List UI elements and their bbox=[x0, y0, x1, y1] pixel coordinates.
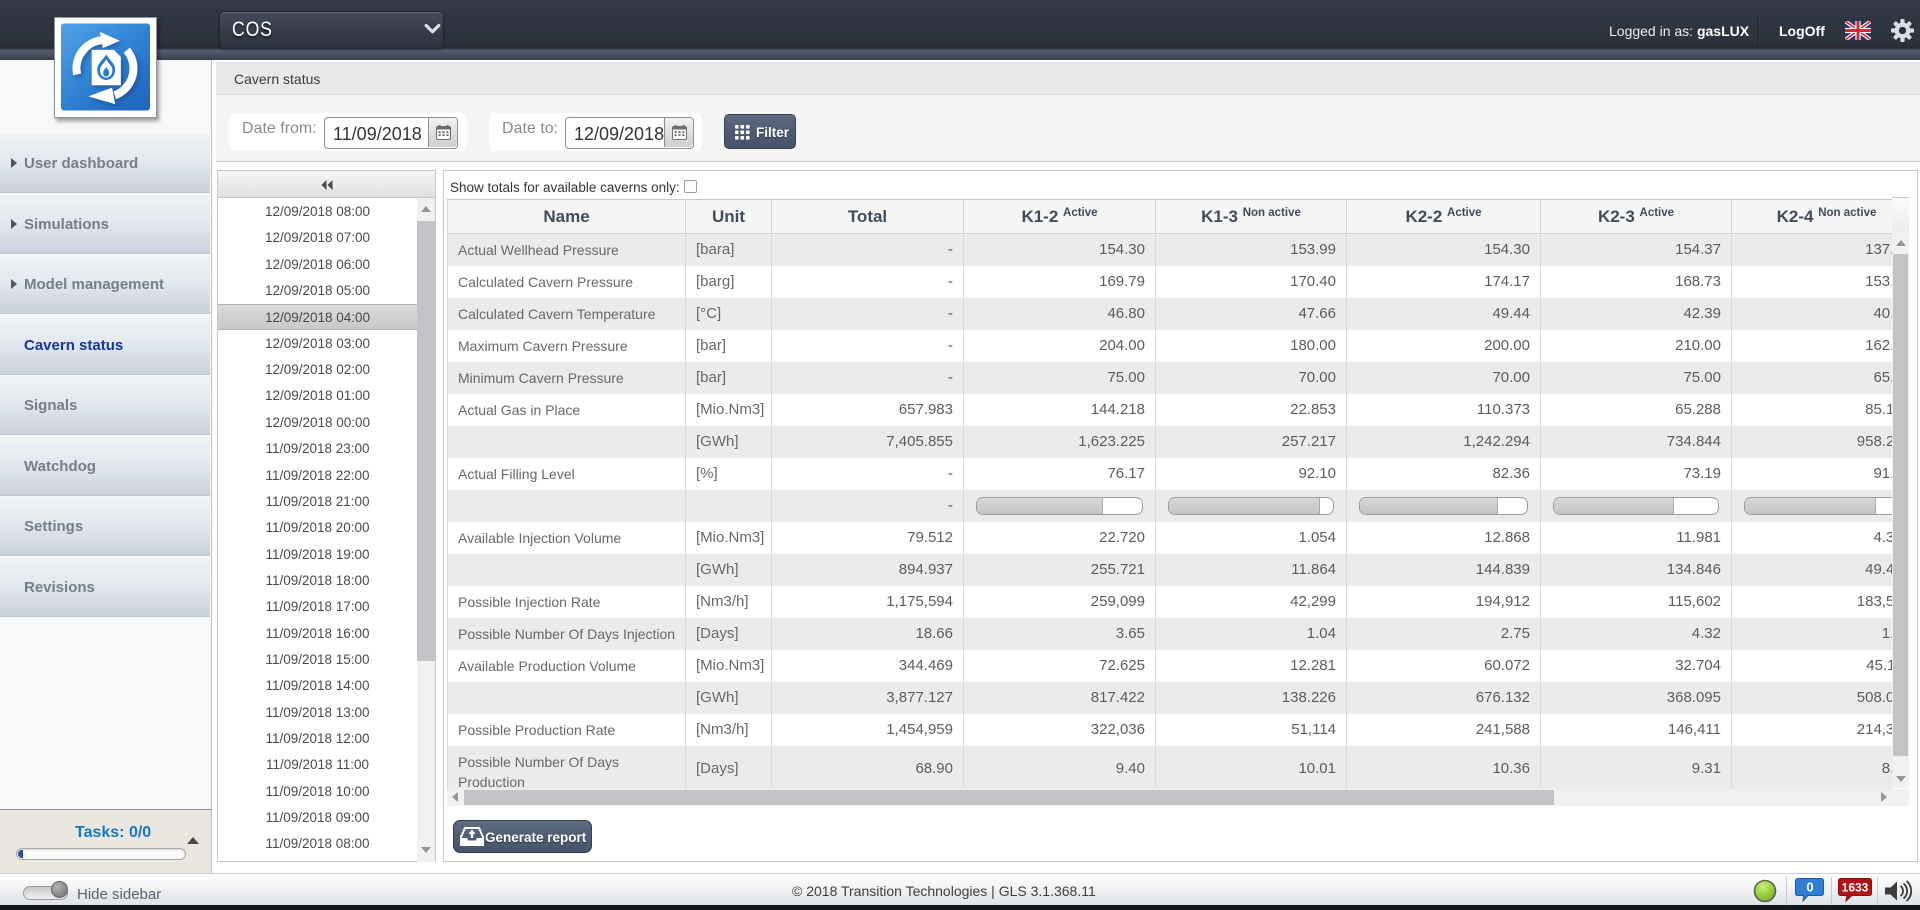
svg-text:0: 0 bbox=[1806, 880, 1813, 895]
svg-text:1633: 1633 bbox=[1842, 881, 1869, 895]
